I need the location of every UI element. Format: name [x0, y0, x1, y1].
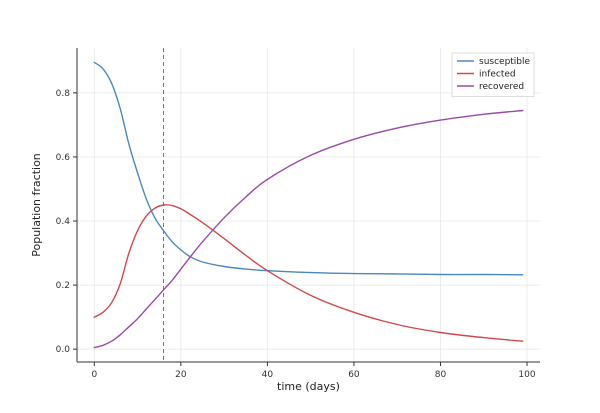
legend-label-recovered: recovered	[479, 82, 524, 92]
series	[93, 61, 524, 349]
x-tick-label: 0	[91, 370, 97, 380]
series-line-susceptible	[93, 61, 524, 276]
legend-label-infected: infected	[479, 70, 516, 80]
ticks: 0 20 40 60 80 100 0.0 0.2 0.4 0.6 0.8	[56, 89, 536, 380]
legend-label-susceptible: susceptible	[479, 57, 531, 67]
x-tick-label: 60	[348, 370, 360, 380]
x-axis-label: time (days)	[277, 380, 340, 393]
y-tick-label: 0.2	[56, 281, 70, 291]
y-axis-label: Population fraction	[30, 153, 43, 257]
series-line-recovered	[93, 109, 524, 349]
legend: susceptible infected recovered	[451, 52, 535, 97]
x-tick-label: 80	[435, 370, 447, 380]
axes	[76, 48, 540, 363]
y-tick-label: 0.8	[56, 89, 71, 99]
y-tick-label: 0.0	[56, 345, 71, 355]
legend-box	[451, 52, 535, 97]
y-tick-label: 0.4	[56, 217, 71, 227]
x-tick-label: 20	[175, 370, 187, 380]
x-tick-label: 40	[262, 370, 274, 380]
series-line-infected	[93, 204, 524, 342]
y-tick-label: 0.6	[56, 153, 71, 163]
x-tick-label: 100	[518, 370, 535, 380]
grid	[77, 48, 540, 362]
